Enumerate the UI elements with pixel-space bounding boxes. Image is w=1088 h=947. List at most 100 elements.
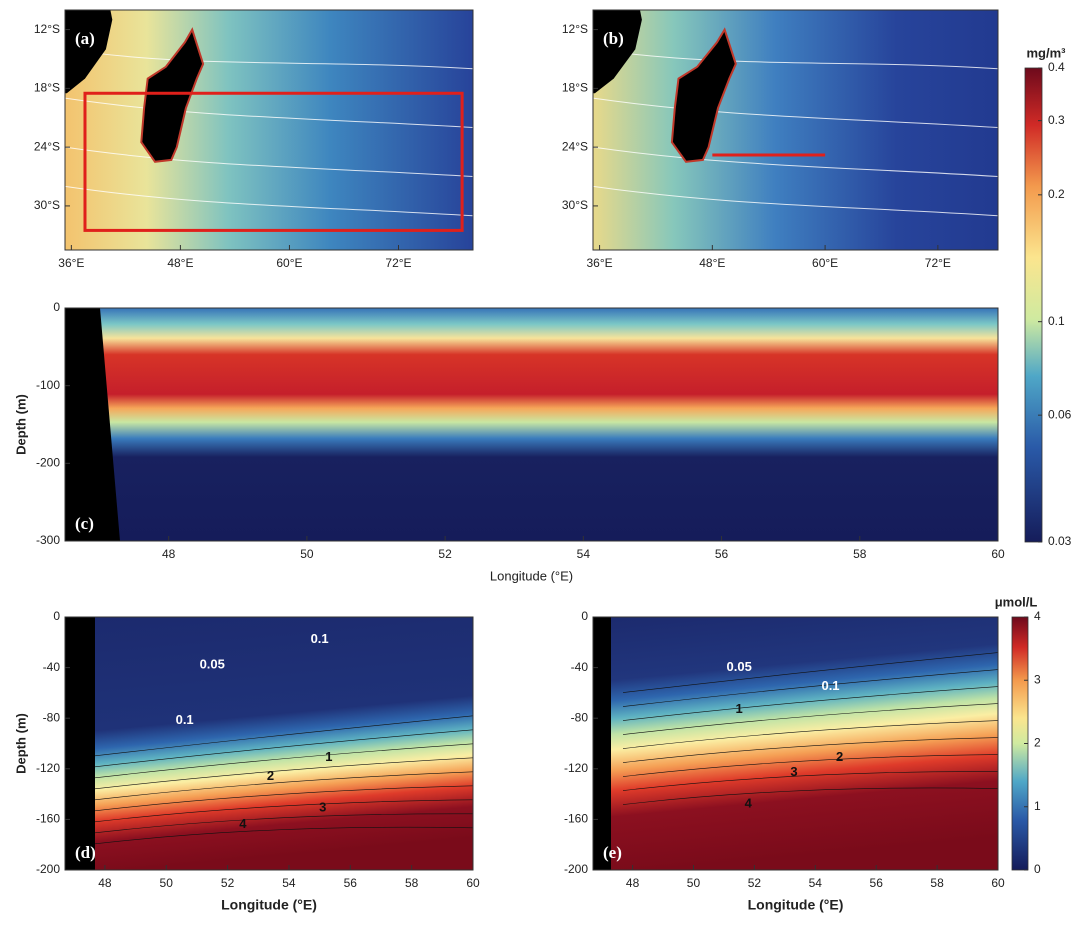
y-axis-label: Depth (m) — [13, 713, 28, 774]
contour-line — [622, 771, 999, 791]
y-tick-label: 24°S — [34, 139, 60, 153]
section-field — [65, 308, 998, 541]
ocean — [65, 10, 473, 250]
x-axis-label: Longitude (°E) — [748, 897, 844, 913]
contour-label: 3 — [790, 764, 797, 779]
shelf — [65, 308, 120, 541]
panel-label: (e) — [603, 843, 622, 862]
y-tick-label: 30°S — [562, 198, 588, 212]
y-tick-label: -80 — [571, 710, 589, 724]
colorbar-title: μmol/L — [995, 594, 1038, 609]
x-tick-label: 50 — [300, 547, 314, 561]
panel-label: (c) — [75, 514, 94, 533]
x-axis-label: Longitude (°E) — [221, 897, 317, 913]
contour-line — [64, 97, 474, 129]
colorbar-tick-label: 0.06 — [1048, 407, 1072, 421]
contour-label: 0.1 — [176, 712, 194, 727]
contour-line — [94, 799, 474, 823]
x-tick-label: 60 — [466, 876, 480, 890]
x-tick-label: 54 — [809, 876, 823, 890]
contour-line — [622, 686, 999, 721]
colorbar-tick-label: 0.2 — [1048, 187, 1065, 201]
x-tick-label: 54 — [282, 876, 296, 890]
africa — [65, 10, 113, 94]
frame — [64, 9, 474, 251]
y-tick-label: 24°S — [562, 139, 588, 153]
contour-line — [94, 813, 474, 834]
x-tick-label: 60 — [991, 876, 1005, 890]
contour-line — [64, 185, 474, 217]
frame — [64, 307, 999, 542]
x-tick-label: 36°E — [586, 256, 612, 270]
x-tick-label: 48 — [626, 876, 640, 890]
panel-label: (a) — [75, 29, 95, 48]
study-box — [83, 91, 464, 232]
x-tick-label: 56 — [344, 876, 358, 890]
y-axis-label: Depth (m) — [13, 394, 28, 455]
x-tick-label: 56 — [870, 876, 884, 890]
y-tick-label: -160 — [564, 812, 588, 826]
contour-line — [622, 703, 999, 735]
contour-line — [94, 743, 474, 779]
contour-line — [94, 785, 474, 812]
y-tick-label: 18°S — [562, 81, 588, 95]
contour-line — [592, 97, 999, 129]
panel-contour: 0.05 0.1 1 2 3 4 48 50 52 54 56 58 60 -200 -160 -120 -80… — [564, 609, 1005, 913]
colorbar-tick-label: 0 — [1034, 862, 1041, 876]
shelf — [593, 617, 611, 870]
x-tick-label: 60 — [991, 547, 1005, 561]
contour-line — [622, 669, 999, 707]
shelf — [65, 617, 95, 870]
panel-label: (d) — [75, 843, 96, 862]
y-tick-label: 30°S — [34, 198, 60, 212]
frame — [592, 616, 999, 871]
x-tick-label: 60°E — [276, 256, 302, 270]
x-tick-label: 60°E — [812, 256, 838, 270]
panel-contour: 0.1 0.05 0.1 1 2 3 4 48 50 52 54 56 58 60 -200 -160 -120… — [13, 609, 480, 913]
x-tick-label: 72°E — [925, 256, 951, 270]
y-tick-label: 0 — [581, 609, 588, 623]
contour-line — [622, 720, 999, 749]
contour-line — [592, 185, 999, 217]
panel-colorbar: μmol/L 0 1 2 3 4 — [995, 594, 1041, 876]
x-tick-label: 58 — [930, 876, 944, 890]
y-tick-label: -300 — [36, 533, 60, 547]
y-tick-label: -120 — [36, 761, 60, 775]
contour-label: 0.1 — [311, 631, 329, 646]
contour-line — [592, 48, 999, 70]
colorbar-tick-label: 0.3 — [1048, 113, 1065, 127]
panel-colorbar: mg/m³ 0.03 0.06 0.1 0.2 0.3 0.4 — [1024, 45, 1072, 548]
y-tick-label: -40 — [571, 660, 589, 674]
x-tick-label: 52 — [438, 547, 452, 561]
contour-line — [622, 737, 999, 763]
contour-label: 4 — [239, 816, 247, 831]
contour-line — [94, 757, 474, 790]
colorbar-tick-label: 0.1 — [1048, 314, 1065, 328]
contour-line — [94, 771, 474, 801]
colorbar-tick-label: 3 — [1034, 672, 1041, 686]
madagascar — [670, 27, 737, 163]
y-tick-label: 12°S — [34, 22, 60, 36]
panel-map: 36°E 48°E 60°E 72°E 12°S 18°S 24°S 30°S (a) — [34, 9, 474, 270]
x-tick-label: 48°E — [167, 256, 193, 270]
contour-line — [622, 754, 999, 777]
contour-line — [592, 146, 999, 178]
africa — [593, 10, 642, 94]
x-tick-label: 52 — [748, 876, 762, 890]
contour-label: 0.1 — [821, 678, 839, 693]
contour-field — [593, 617, 998, 870]
colorbar-tick-label: 2 — [1034, 736, 1041, 750]
contour-label: 2 — [836, 749, 843, 764]
contour-line — [622, 652, 999, 693]
colorbar-tick-label: 1 — [1034, 799, 1041, 813]
x-tick-label: 52 — [221, 876, 235, 890]
y-tick-label: -200 — [564, 862, 588, 876]
contour-line — [94, 729, 474, 768]
y-tick-label: -160 — [36, 812, 60, 826]
x-tick-label: 58 — [405, 876, 419, 890]
contour-line — [64, 48, 474, 70]
panel-heatmap: 48 50 52 54 56 58 60 -300 -200 -100 0 Longitude (°E… — [13, 300, 1005, 583]
panel-map: 36°E 48°E 60°E 72°E 12°S 18°S 24°S 30°S (b) — [562, 9, 999, 270]
contour-line — [94, 826, 474, 845]
